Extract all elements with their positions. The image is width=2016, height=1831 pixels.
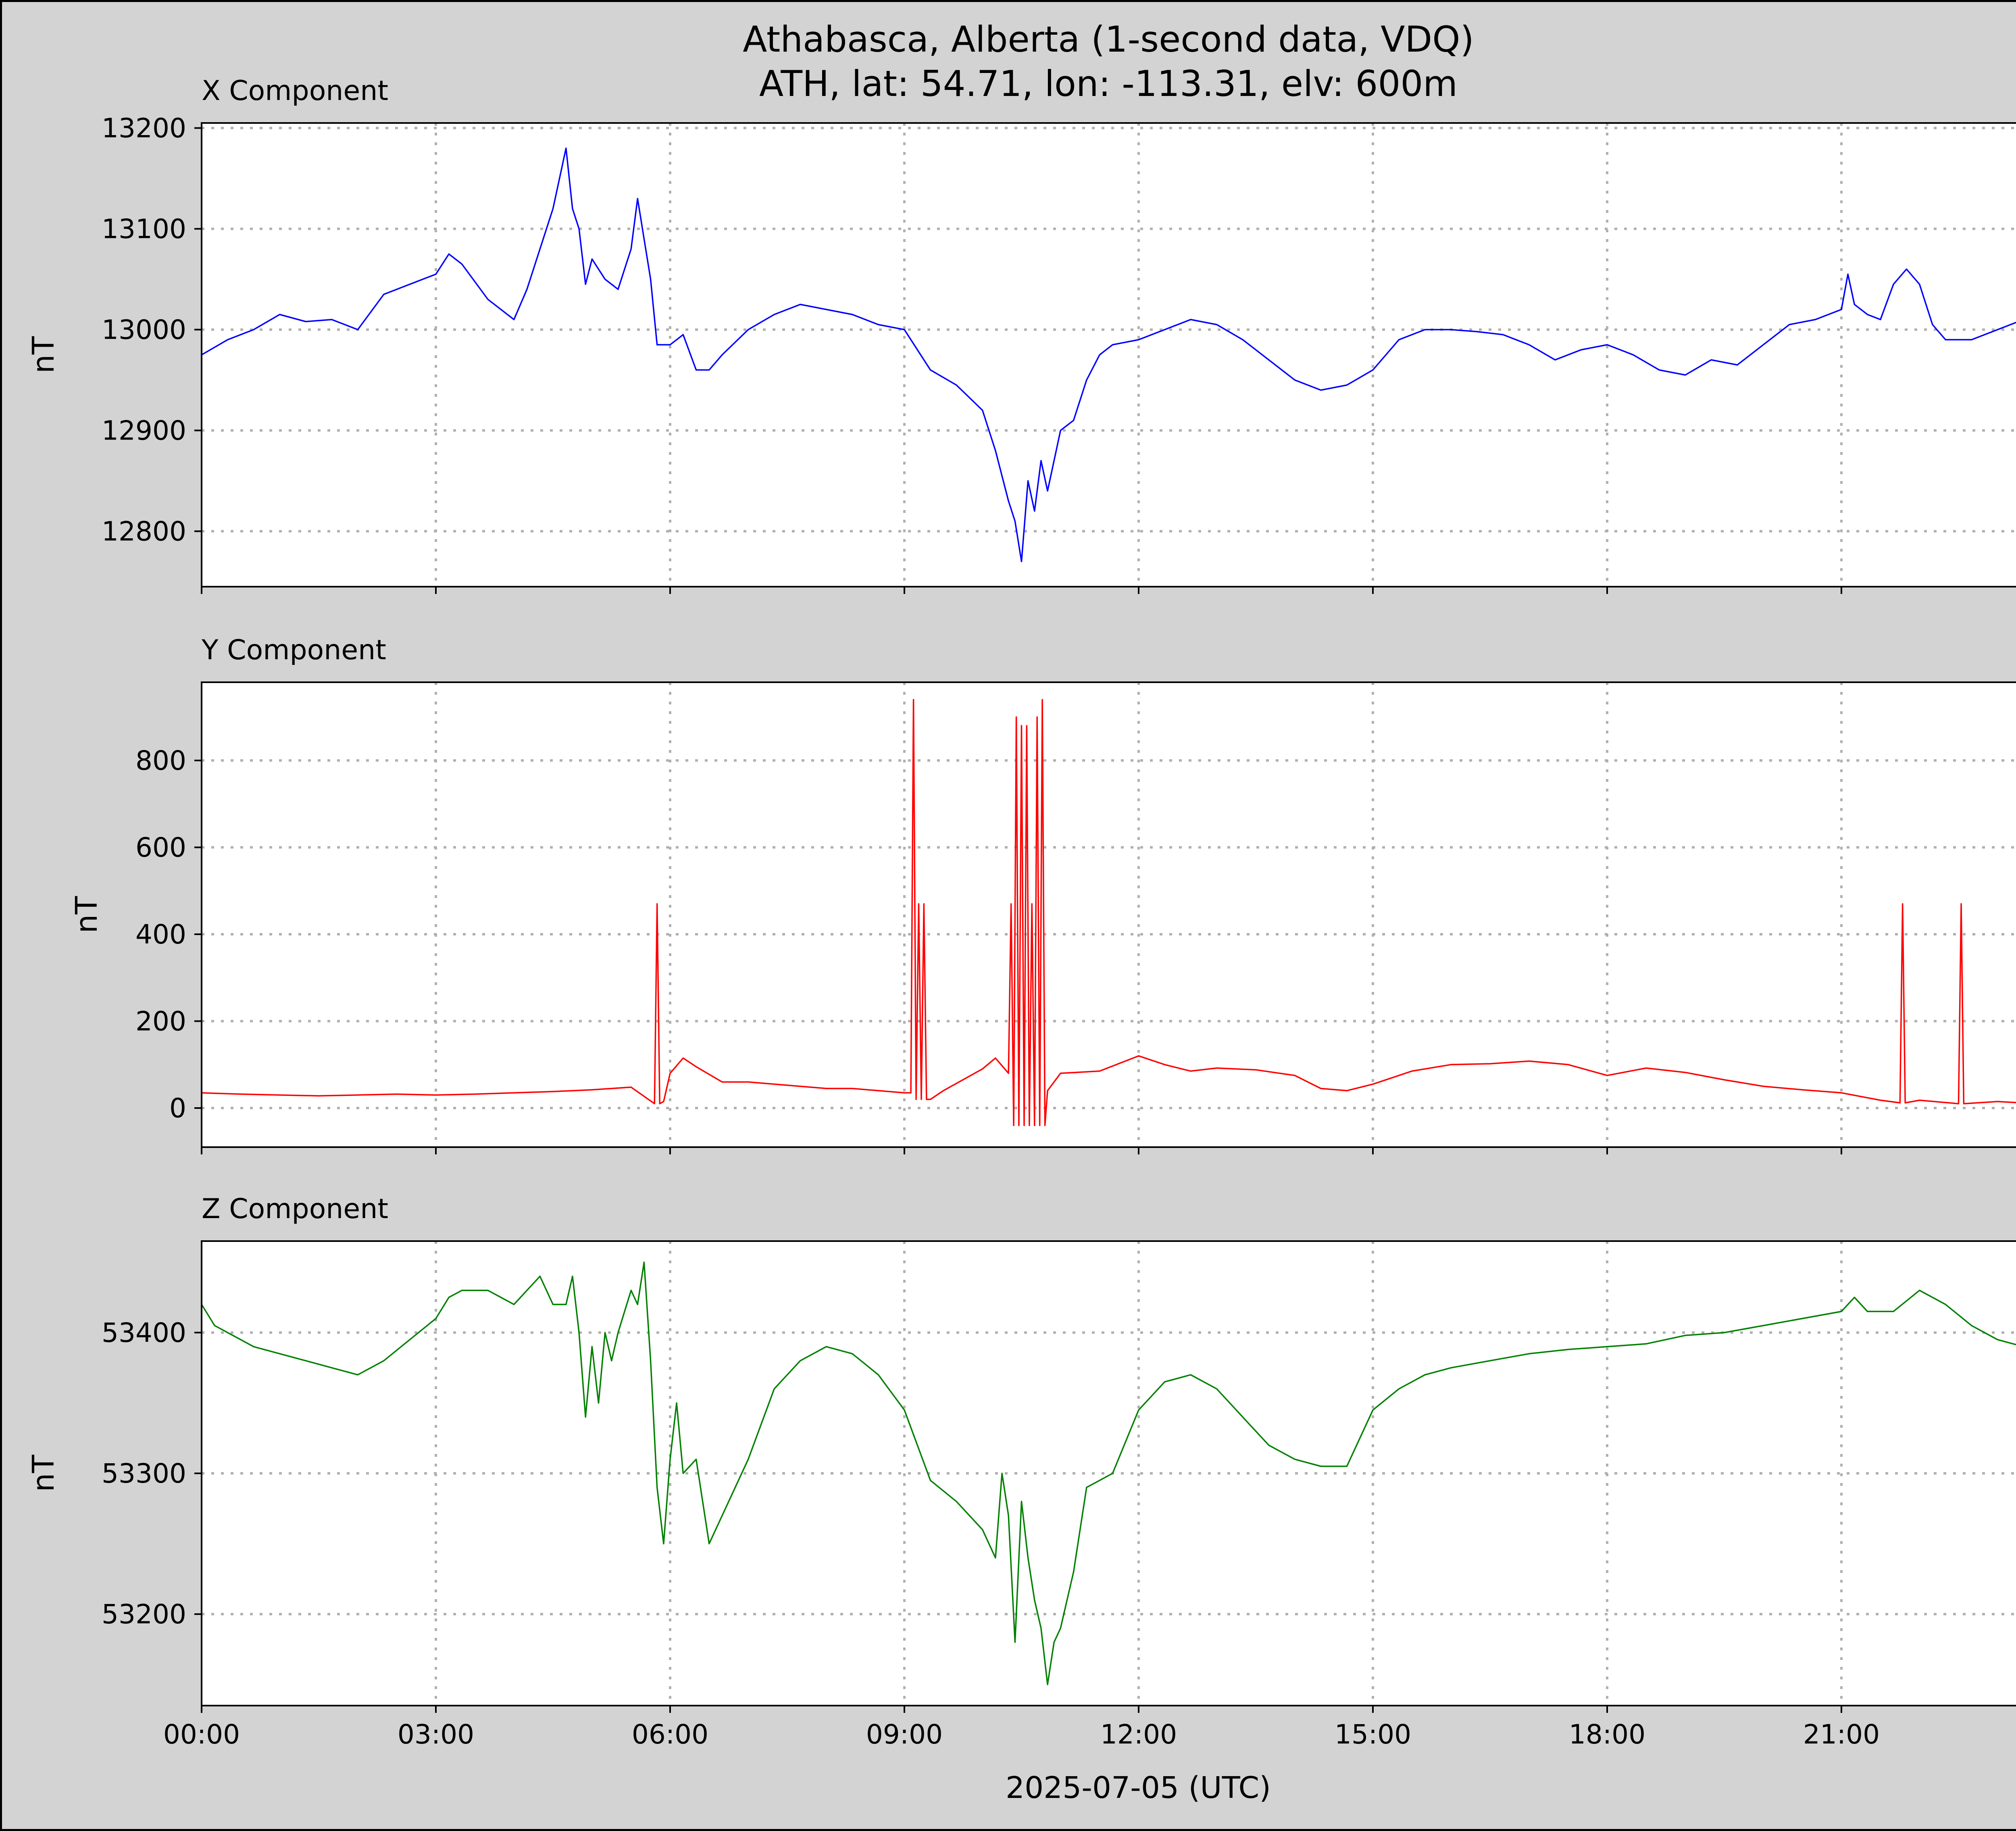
figure-title-line-2: ATH, lat: 54.71, lon: -113.31, elv: 600m: [759, 63, 1458, 104]
x-tick-label-3: 09:00: [866, 1719, 943, 1750]
y-tick-label-z-1: 53300: [102, 1458, 186, 1489]
panel-y: 0 200 400 600 800 Y Component nT: [69, 634, 2016, 1154]
y-tick-label-z-2: 53400: [102, 1317, 186, 1348]
panel-title-x: X Component: [202, 75, 388, 107]
y-tick-label-y-0: 0: [169, 1093, 186, 1124]
series-line-y: [201, 699, 2016, 1126]
y-tick-label-x-3: 13100: [102, 214, 186, 245]
y-tick-label-x-4: 13200: [102, 113, 186, 144]
y-axis-label-x: nT: [26, 336, 61, 373]
y-tick-label-x-1: 12900: [102, 415, 186, 446]
series-line-x: [201, 147, 2016, 562]
y-tick-label-x-2: 13000: [102, 315, 186, 346]
plot-area-y: [202, 682, 2016, 1147]
y-axis-label-y: nT: [69, 896, 104, 933]
series-line-z: [201, 1261, 2016, 1685]
x-tick-label-7: 21:00: [1803, 1719, 1880, 1750]
x-tick-label-6: 18:00: [1569, 1719, 1645, 1750]
panel-z: 53200 53300 53400 00:00 03:00 06:00 09:00 12:00…: [26, 1193, 2016, 1750]
y-tick-label-y-1: 200: [135, 1006, 186, 1037]
panel-title-y: Y Component: [201, 634, 386, 666]
figure-title-line-1: Athabasca, Alberta (1-second data, VDQ): [743, 19, 1474, 60]
y-tick-label-y-4: 800: [135, 745, 186, 776]
y-tick-label-y-3: 600: [135, 832, 186, 863]
x-tick-label-0: 00:00: [163, 1719, 240, 1750]
y-axis-label-z: nT: [26, 1454, 61, 1492]
x-tick-label-4: 12:00: [1100, 1719, 1177, 1750]
panel-title-z: Z Component: [202, 1193, 388, 1225]
y-tick-label-x-0: 12800: [102, 516, 186, 547]
x-tick-label-1: 03:00: [398, 1719, 474, 1750]
plot-area-x: [202, 123, 2016, 587]
x-axis-label: 2025-07-05 (UTC): [1006, 1771, 1271, 1805]
y-tick-label-z-0: 53200: [102, 1599, 186, 1630]
panels: 12800 12900 13000 13100 13200 X Component nT 0 2…: [26, 75, 2016, 1750]
x-tick-label-5: 15:00: [1335, 1719, 1411, 1750]
x-tick-label-2: 06:00: [632, 1719, 708, 1750]
panel-x: 12800 12900 13000 13100 13200 X Component nT: [26, 75, 2016, 594]
y-tick-label-y-2: 400: [135, 919, 186, 950]
